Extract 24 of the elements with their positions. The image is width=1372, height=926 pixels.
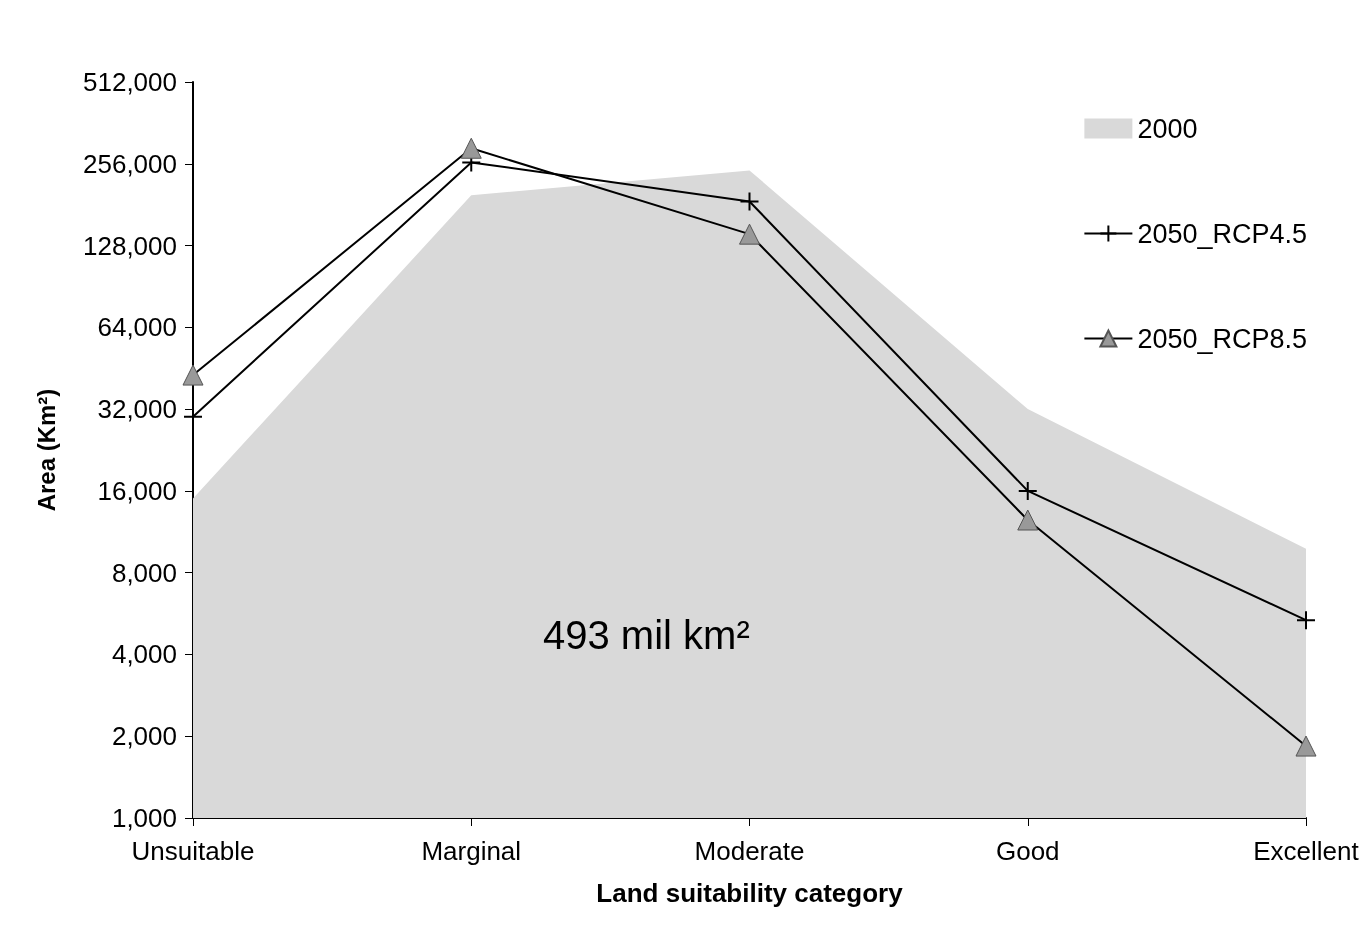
x-tick-label: Good	[995, 836, 1060, 866]
y-tick-label: 2,000	[111, 721, 177, 752]
point	[1017, 480, 1038, 501]
y-tick-label: 256,000	[83, 148, 177, 179]
y-tick-label: 1,000	[111, 803, 177, 833]
y-tick-label: 32,000	[97, 394, 177, 425]
y-tick-label: 4,000	[111, 639, 177, 670]
legend-label: 2050_RCP8.5	[1137, 323, 1307, 354]
y-tick-label: 16,000	[97, 475, 177, 506]
x-axis-title: Land suitability category	[596, 878, 904, 908]
y-tick-label: 512,000	[83, 67, 177, 97]
x-tick-label: Unsuitable	[131, 836, 255, 866]
point	[1296, 610, 1316, 631]
y-tick-label: 8,000	[111, 557, 177, 588]
y-tick-label: 128,000	[83, 230, 177, 261]
point	[739, 191, 760, 212]
x-tick-label: Marginal	[421, 836, 522, 866]
x-tick-label: Excellent	[1253, 836, 1360, 866]
legend-label: 2000	[1137, 113, 1198, 144]
x-tick-label: Moderate	[694, 836, 805, 866]
y-axis-title: Area (Km²)	[32, 388, 60, 512]
legend-label: 2050_RCP4.5	[1137, 218, 1307, 249]
annotation: 493 mil km²	[543, 613, 750, 657]
y-tick-label: 64,000	[97, 312, 177, 343]
